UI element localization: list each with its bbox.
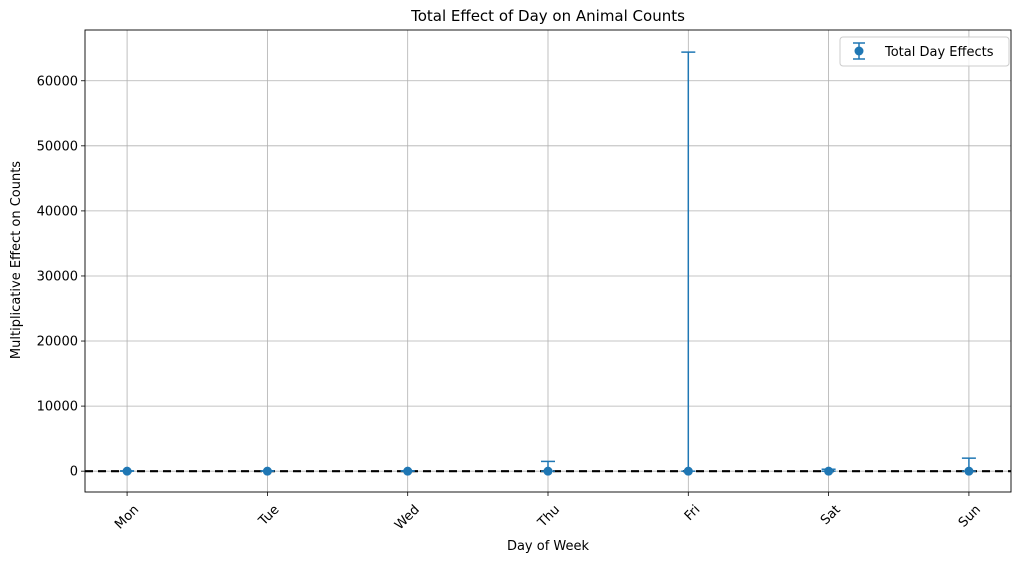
legend-marker xyxy=(853,42,865,60)
x-tick-label: Tue xyxy=(255,502,282,529)
x-tick-label: Thu xyxy=(534,502,563,531)
y-tick-label: 10000 xyxy=(37,400,78,415)
errorbar-wed xyxy=(400,466,415,476)
y-tick-label: 0 xyxy=(70,465,78,480)
x-axis-label: Day of Week xyxy=(507,539,590,554)
errorbar-tue xyxy=(260,466,275,476)
errorbar-fri xyxy=(681,51,696,476)
data-marks xyxy=(120,51,976,476)
y-tick-label: 30000 xyxy=(37,269,78,284)
errorbar-sat xyxy=(821,466,836,476)
y-tick-label: 50000 xyxy=(37,139,78,154)
chart-title: Total Effect of Day on Animal Counts xyxy=(410,7,685,25)
legend: Total Day Effects xyxy=(839,36,1010,67)
data-point xyxy=(262,466,272,476)
data-point xyxy=(122,466,132,476)
legend-frame xyxy=(839,36,1010,67)
x-tick-label: Mon xyxy=(112,502,142,532)
data-point xyxy=(683,466,693,476)
legend-label: Total Day Effects xyxy=(884,45,994,60)
data-point xyxy=(824,466,834,476)
y-tick-label: 20000 xyxy=(37,335,78,350)
y-axis-label: Multiplicative Effect on Counts xyxy=(9,161,24,359)
x-tick-label: Wed xyxy=(392,502,423,533)
data-point xyxy=(403,466,413,476)
legend-point xyxy=(854,46,864,56)
y-tick-label: 60000 xyxy=(37,74,78,89)
errorbar-thu xyxy=(541,460,555,476)
grid xyxy=(85,30,1011,492)
ticks: Mon Tue Wed Thu Fri Sat Sun 0 10000 20000 30000 400… xyxy=(37,74,984,533)
x-tick-label: Sun xyxy=(956,502,984,530)
errorbar-mon xyxy=(120,466,135,476)
y-tick-label: 40000 xyxy=(37,204,78,219)
errorbar-sun xyxy=(961,457,976,476)
data-point xyxy=(543,466,553,476)
x-tick-label: Sat xyxy=(818,502,844,528)
data-point xyxy=(964,466,974,476)
x-tick-label: Fri xyxy=(682,502,704,524)
